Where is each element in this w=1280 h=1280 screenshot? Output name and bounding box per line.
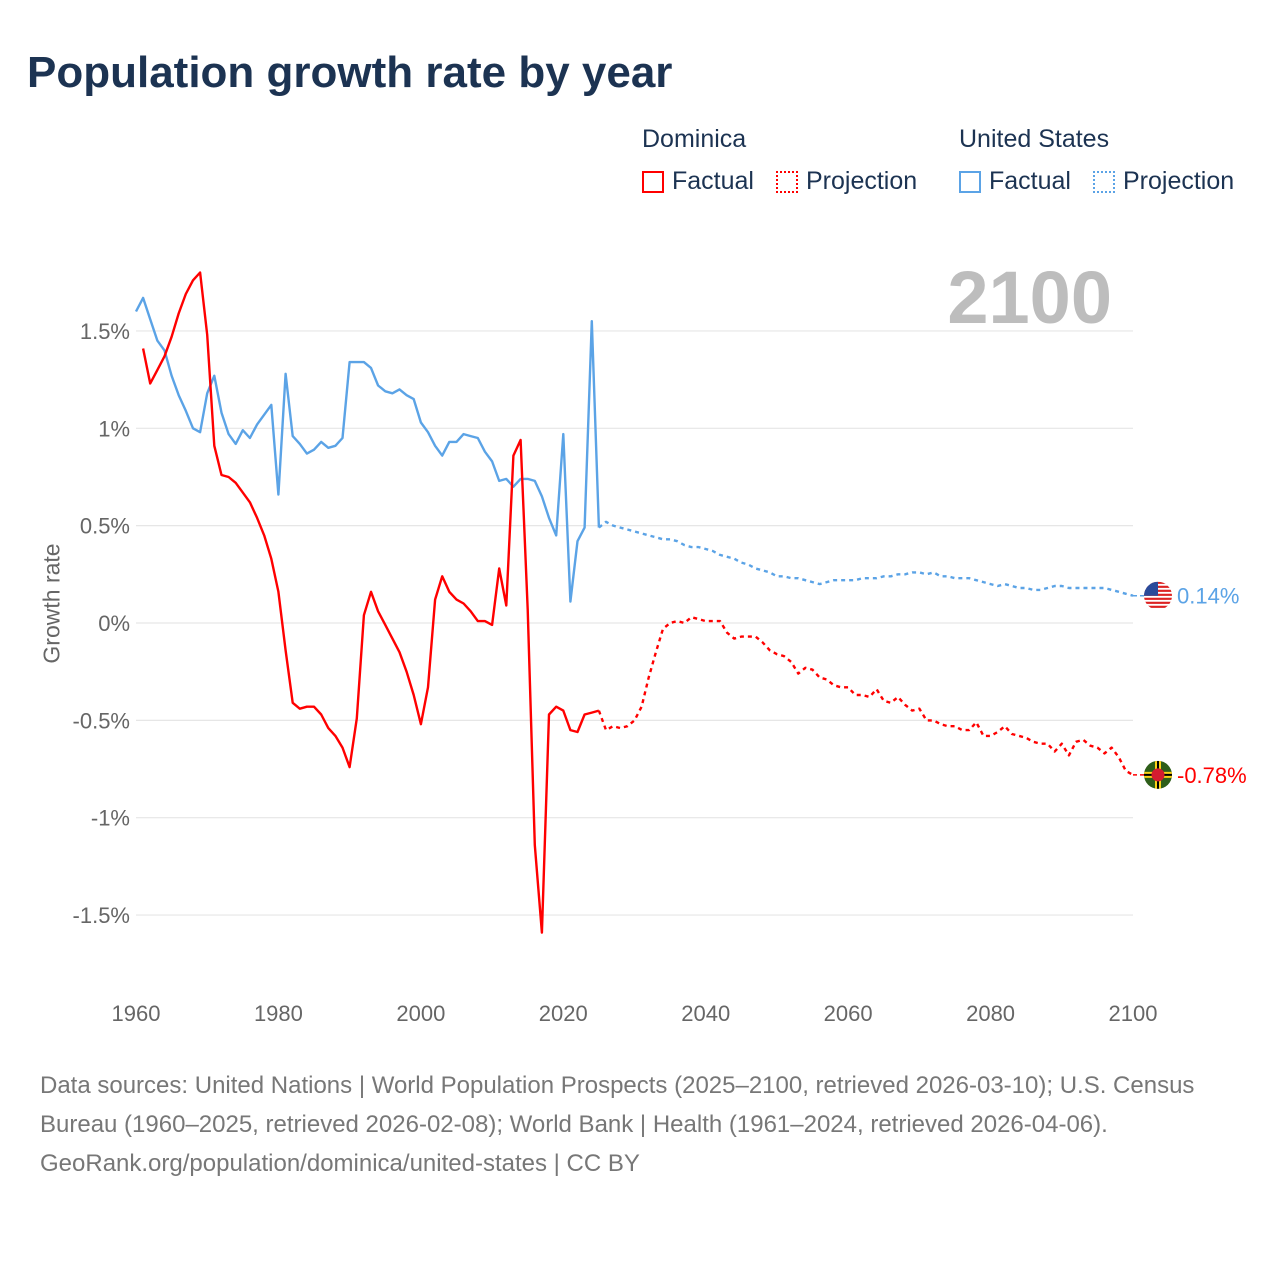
footer: Data sources: United Nations | World Pop… [40, 1066, 1220, 1183]
legend-us-projection[interactable]: Projection [1093, 167, 1234, 196]
legend-swatch-solid-red [642, 170, 664, 193]
y-tick-label: 1.5% [80, 319, 130, 344]
legend-swatch-dotted-red [776, 170, 798, 193]
y-tick-label: -1.5% [73, 903, 130, 928]
legend-group-us: United States [959, 125, 1110, 153]
x-tick-label: 1960 [112, 1001, 161, 1026]
flag-stripe [1144, 601, 1172, 604]
flag-stripe [1144, 607, 1172, 610]
y-tick-label: 1% [98, 416, 130, 441]
legend-group-dominica: Dominica [642, 125, 747, 153]
data-sources: Data sources: United Nations | World Pop… [40, 1072, 1195, 1138]
legend-label: Projection [1123, 167, 1235, 195]
legend-label: Factual [989, 167, 1071, 195]
flag-stripe [1144, 597, 1172, 600]
us-end-value: 0.14% [1177, 584, 1239, 609]
legend-swatch-solid-blue [959, 170, 981, 193]
x-tick-label: 1980 [254, 1001, 303, 1026]
us-factual-line [134, 296, 601, 603]
legend-label: Projection [806, 167, 918, 195]
y-tick-label: -1% [91, 806, 130, 831]
us-flag-icon [1144, 581, 1172, 610]
dominica-flag-icon [1144, 760, 1172, 789]
x-tick-label: 2020 [539, 1001, 588, 1026]
legend-dominica-factual[interactable]: Factual [642, 167, 754, 196]
y-tick-label: 0% [98, 611, 130, 636]
legend-label: Factual [672, 167, 754, 195]
flag-stripe [1144, 599, 1172, 602]
legend-us-factual[interactable]: Factual [959, 167, 1071, 196]
flag-disc [1151, 768, 1165, 782]
dominica-projection-line [597, 616, 1134, 776]
us-flag-body [1144, 581, 1172, 610]
chart-title: Population growth rate by year [27, 48, 673, 97]
y-tick-label: 0.5% [80, 514, 130, 539]
legend-swatch-dotted-blue [1093, 170, 1115, 193]
x-tick-label: 2040 [681, 1001, 730, 1026]
us-projection-line [598, 520, 1134, 597]
flag-stripe [1144, 595, 1172, 598]
credit-link[interactable]: GeoRank.org/population/dominica/united-s… [40, 1150, 640, 1177]
x-tick-label: 2080 [966, 1001, 1015, 1026]
dominica-factual-line [141, 271, 600, 934]
y-tick-label: -0.5% [73, 708, 130, 733]
dominica-end-value: -0.78% [1177, 763, 1247, 788]
current-year-label: 2100 [947, 256, 1112, 339]
dominica-flag-body [1144, 760, 1172, 789]
x-tick-label: 2000 [396, 1001, 445, 1026]
x-tick-label: 2060 [824, 1001, 873, 1026]
x-tick-label: 2100 [1109, 1001, 1158, 1026]
flag-stripe [1144, 605, 1172, 608]
flag-canton [1144, 581, 1158, 596]
flag-stripe [1144, 603, 1172, 606]
legend-dominica-projection[interactable]: Projection [776, 167, 917, 196]
